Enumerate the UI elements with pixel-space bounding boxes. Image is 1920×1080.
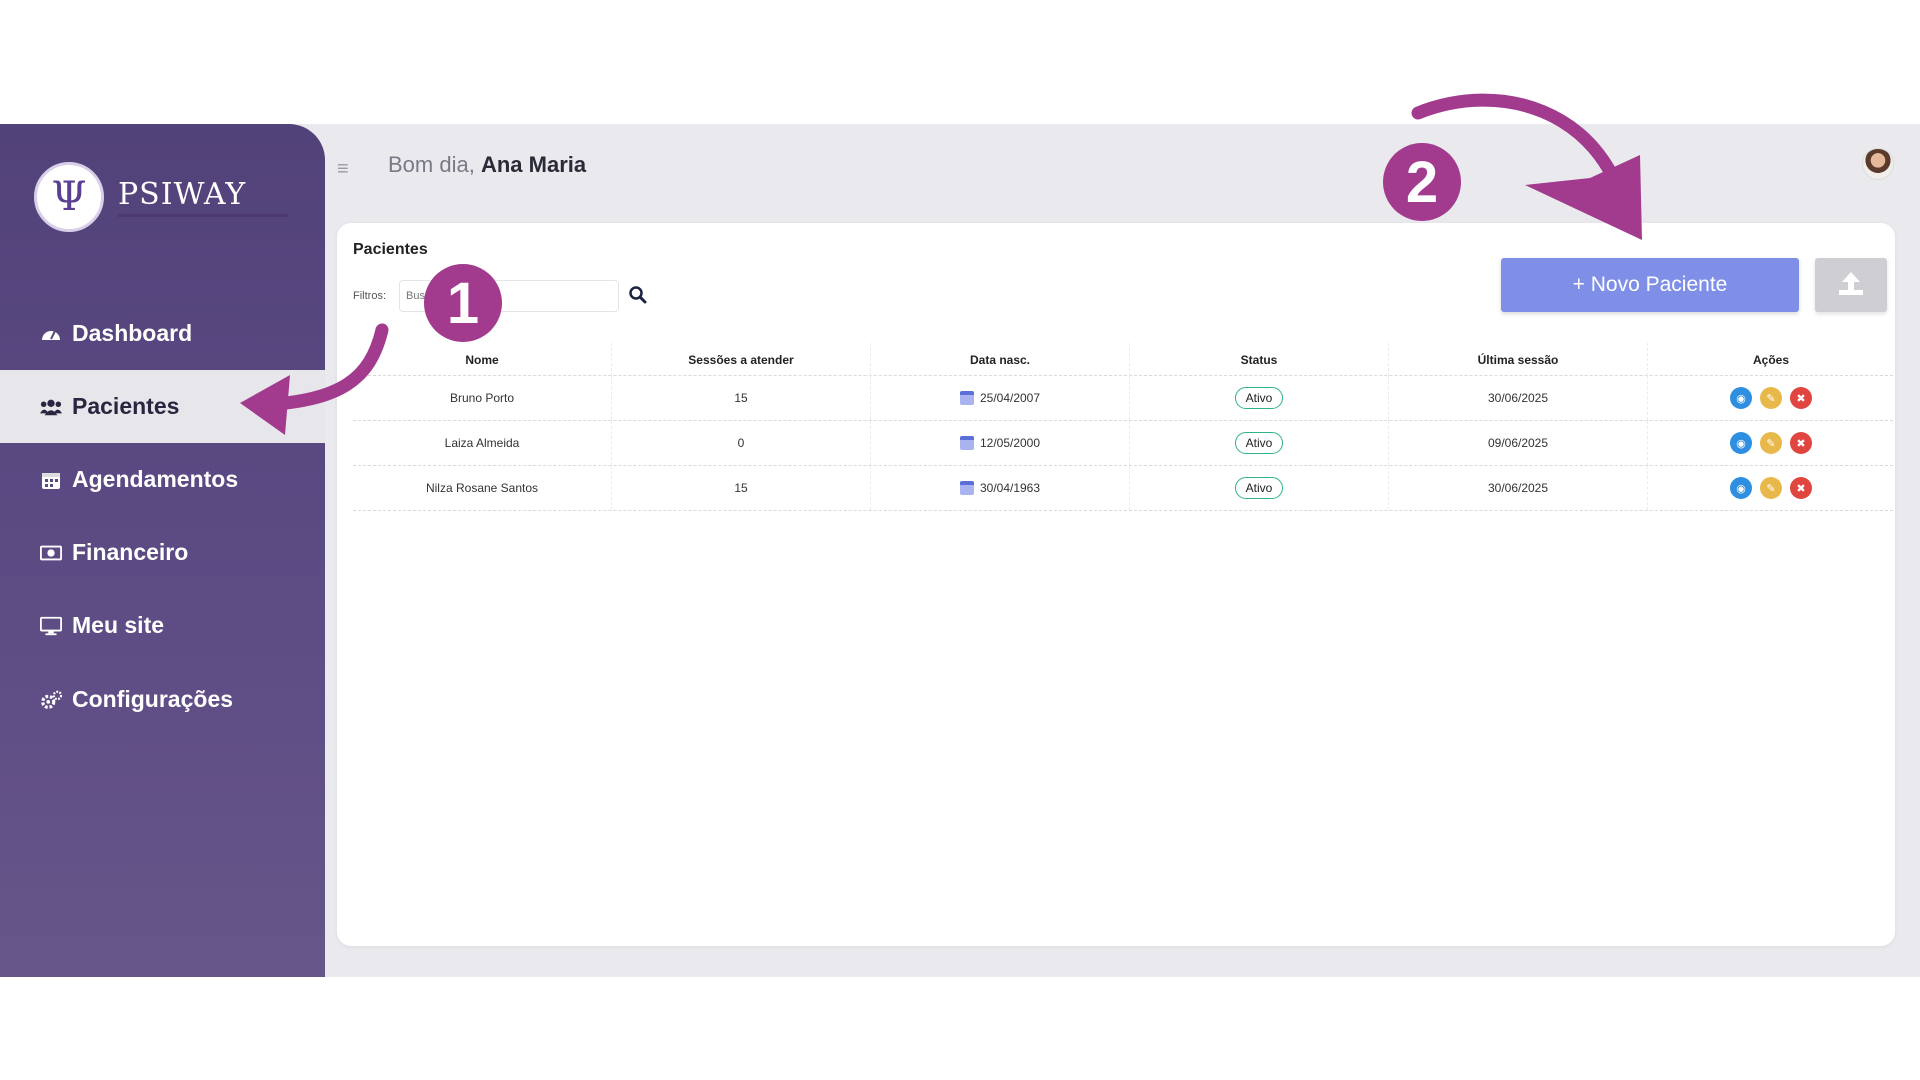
sessions-count: 15 [612,466,871,510]
gears-icon [40,689,62,711]
greeting: Bom dia, Ana Maria [388,152,586,178]
edit-icon[interactable]: ✎ [1760,432,1782,454]
patients-table: Nome Sessões a atender Data nasc. Status… [353,343,1893,511]
sidebar-item-meu-site[interactable]: Meu site [0,589,325,662]
last-session: 09/06/2025 [1389,421,1648,465]
dashboard-icon [40,323,62,345]
upload-icon [1836,270,1866,301]
user-name: Ana Maria [480,152,587,177]
column-header[interactable]: Status [1130,343,1389,376]
money-icon [40,542,62,564]
last-session: 30/06/2025 [1389,466,1648,510]
sessions-count: 15 [612,376,871,420]
page-title: Pacientes [353,241,428,258]
view-icon[interactable]: ◉ [1730,432,1752,454]
sidebar-item-label: Dashboard [72,320,193,346]
column-header[interactable]: Sessões a atender [612,343,871,376]
status-badge: Ativo [1234,387,1284,409]
status-badge: Ativo [1234,477,1284,499]
monitor-icon [40,615,62,637]
sidebar-item-label: Configurações [72,686,234,712]
calendar-icon [959,481,974,495]
sidebar-item-financeiro[interactable]: Financeiro [0,516,325,589]
birth-date: 30/04/1963 [979,481,1041,495]
brand-name: PSIWAY [118,177,247,212]
calendar-icon [959,391,974,405]
sidebar: Ψ PSIWAY Dashboard Pacientes Agendamento… [0,124,325,977]
avatar[interactable] [1862,148,1894,180]
column-header[interactable]: Nome [353,343,612,376]
table-row[interactable]: Laiza Almeida 0 12/05/2000 Ativo 09/06/2… [353,421,1893,466]
patient-name: Bruno Porto [353,376,612,420]
edit-icon[interactable]: ✎ [1760,387,1782,409]
app-window: Ψ PSIWAY Dashboard Pacientes Agendamento… [0,124,1920,977]
search-icon[interactable] [628,285,648,305]
delete-icon[interactable]: ✖ [1790,387,1812,409]
sidebar-item-agendamentos[interactable]: Agendamentos [0,443,325,516]
sidebar-item-dashboard[interactable]: Dashboard [0,297,325,370]
column-header[interactable]: Data nasc. [871,343,1130,376]
brand-tagline-decoration [118,214,288,217]
psi-logo-icon: Ψ [34,162,104,232]
upload-button[interactable] [1815,258,1887,312]
table-row[interactable]: Nilza Rosane Santos 15 30/04/1963 Ativo … [353,466,1893,511]
sidebar-item-label: Agendamentos [72,466,239,492]
calendar-icon [40,469,62,491]
users-icon [40,396,62,418]
sidebar-item-label: Meu site [72,612,165,638]
greeting-text: Bom dia, [388,152,475,177]
last-session: 30/06/2025 [1389,376,1648,420]
patients-card: Pacientes Filtros: + Novo Paciente Nome … [337,223,1895,946]
view-icon[interactable]: ◉ [1730,387,1752,409]
menu-toggle-icon[interactable]: ≡ [337,158,349,180]
view-icon[interactable]: ◉ [1730,477,1752,499]
sessions-count: 0 [612,421,871,465]
sidebar-item-configuracoes[interactable]: Configurações [0,663,325,736]
sidebar-item-label: Pacientes [72,393,180,419]
birth-date: 12/05/2000 [979,436,1041,450]
patient-name: Nilza Rosane Santos [353,466,612,510]
calendar-icon [959,436,974,450]
delete-icon[interactable]: ✖ [1790,432,1812,454]
table-row[interactable]: Bruno Porto 15 25/04/2007 Ativo 30/06/20… [353,376,1893,421]
status-badge: Ativo [1234,432,1284,454]
delete-icon[interactable]: ✖ [1790,477,1812,499]
column-header: Ações [1752,352,1790,367]
logo: Ψ PSIWAY [34,162,288,232]
sidebar-item-pacientes[interactable]: Pacientes [0,370,325,443]
birth-date: 25/04/2007 [979,391,1041,405]
filter-label: Filtros: [353,290,386,302]
edit-icon[interactable]: ✎ [1760,477,1782,499]
patient-name: Laiza Almeida [353,421,612,465]
table-header-row: Nome Sessões a atender Data nasc. Status… [353,343,1893,376]
column-header[interactable]: Última sessão [1389,343,1648,376]
search-input[interactable] [399,280,619,312]
new-patient-button[interactable]: + Novo Paciente [1501,258,1799,312]
sidebar-item-label: Financeiro [72,539,189,565]
